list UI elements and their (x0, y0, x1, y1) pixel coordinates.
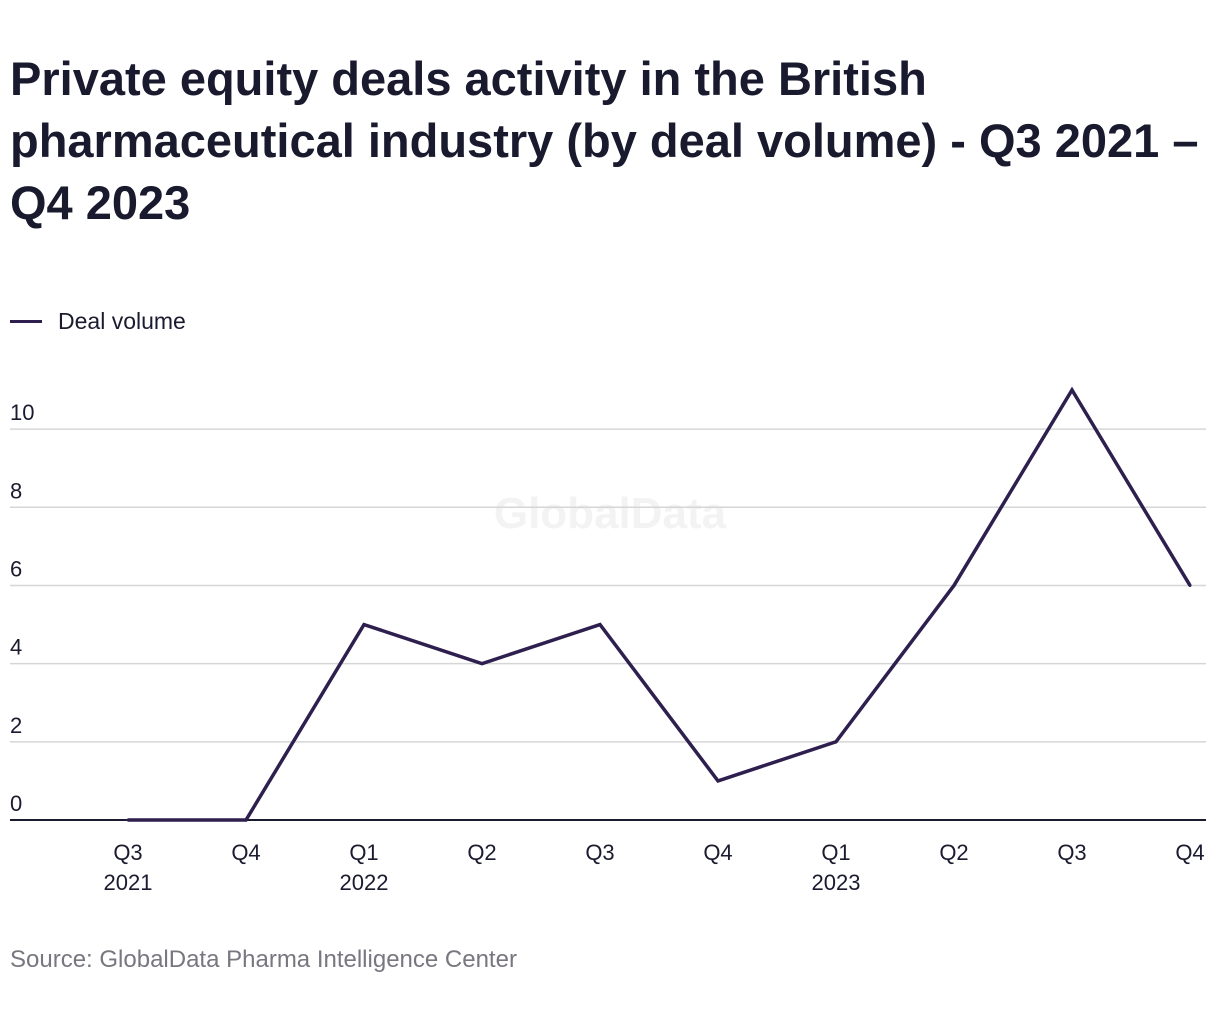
x-tick-label: Q1 2023 (812, 840, 861, 895)
legend-line-swatch (10, 319, 42, 323)
data-point (716, 779, 720, 783)
data-point (834, 740, 838, 744)
watermark-text: GlobalData (494, 489, 727, 538)
data-point (952, 583, 956, 587)
x-tick-label: Q4 (231, 840, 260, 865)
x-tick-label: Q3 (585, 840, 614, 865)
source-note: Source: GlobalData Pharma Intelligence C… (10, 946, 517, 973)
x-tick-label: Q3 2021 (104, 840, 153, 895)
y-tick-labels: 0 2 4 6 8 10 (10, 400, 34, 816)
data-point (126, 818, 130, 822)
x-tick-label: Q4 (703, 840, 732, 865)
x-tick-label: Q3 (1057, 840, 1086, 865)
data-point (1070, 388, 1074, 392)
x-tick-label: Q2 (467, 840, 496, 865)
series-line-deal-volume (128, 386, 1192, 822)
x-tick-label: Q4 (1175, 840, 1204, 865)
x-tick-label: Q2 (939, 840, 968, 865)
chart-title: Private equity deals activity in the Bri… (10, 52, 1199, 229)
data-point (244, 818, 248, 822)
watermark-layer: GlobalData (494, 489, 727, 538)
y-tick-label: 2 (10, 713, 22, 738)
legend: Deal volume (10, 306, 186, 336)
legend-label: Deal volume (58, 307, 186, 334)
data-point (1188, 583, 1192, 587)
data-point (362, 623, 366, 627)
y-tick-label: 0 (10, 791, 22, 816)
grid-layer (10, 428, 1206, 821)
x-tick-label: Q1 2022 (340, 840, 389, 895)
series-layer (126, 386, 1192, 822)
y-tick-label: 6 (10, 556, 22, 581)
x-tick-labels: Q3 2021 Q4 Q1 2022 Q2 Q3 Q4 Q1 2023 Q2 Q3 Q4 (104, 840, 1205, 895)
data-point (598, 623, 602, 627)
y-tick-label: 4 (10, 635, 22, 660)
y-tick-label: 10 (10, 400, 34, 425)
y-tick-label: 8 (10, 478, 22, 503)
data-point (480, 662, 484, 666)
